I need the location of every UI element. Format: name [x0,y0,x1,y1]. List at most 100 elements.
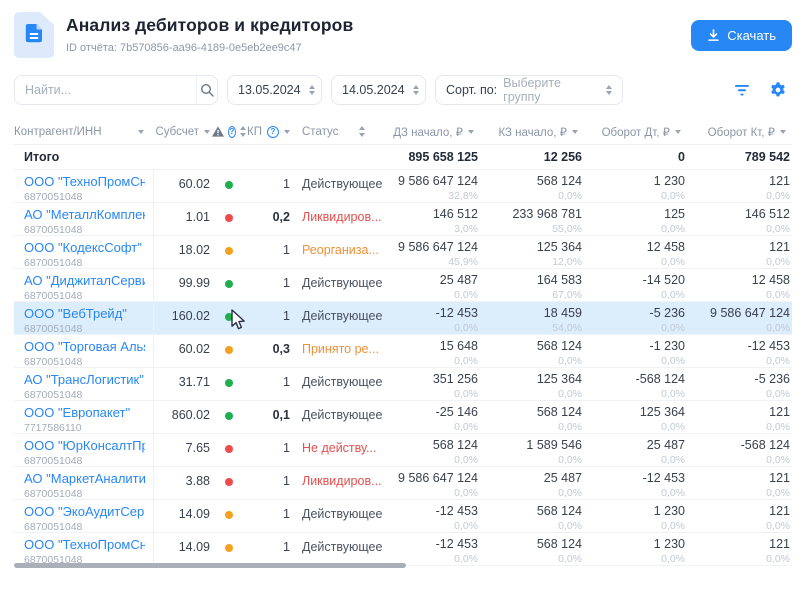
kz-amount-cell: 233 968 781 55,0% [480,203,584,236]
counterparty-link[interactable]: ООО "ТехноПромСнаб" [24,174,145,189]
counterparty-link[interactable]: ООО "Торговая Альянс Г... [24,339,145,354]
table-row[interactable]: ООО "КодексСофт" 6870051048 18.02 1 Реоргани… [14,236,792,269]
orange-indicator-dot [225,346,233,354]
col-header-kz[interactable]: КЗ начало, ₽ [480,125,584,139]
filter-icon[interactable] [734,84,750,97]
counterparty-inn: 6870051048 [24,521,83,533]
subaccount-cell: 31.71 [178,375,210,389]
col-header-counterparty[interactable]: Контрагент/ИНН [14,126,154,138]
chevron-down-icon [138,129,144,134]
amount-value: -25 146 [435,405,478,419]
dt-amount-cell: -5 236 0,0% [584,302,687,335]
counterparty-link[interactable]: ООО "Европакет" [24,405,131,420]
col-header-subaccount[interactable]: Субсчет [154,126,212,138]
counterparty-link[interactable]: ООО "ВебТрейд" [24,306,127,321]
report-id: ID отчёта: 7b570856-aa96-4189-0e5eb2ee9c… [66,42,302,54]
dt-amount-cell: 1 230 0,0% [584,170,687,203]
table-row[interactable]: ООО "Торговая Альянс Г... 6870051048 60.02… [14,335,792,368]
amount-value: 568 124 [536,504,582,518]
table-row[interactable]: ООО "ТехноПромСнаб" 6870051048 60.02 1 Дейст… [14,170,792,203]
date-from-select[interactable]: 13.05.2024 [227,75,322,105]
table-row[interactable]: АО "МеталлКомплект" 6870051048 1.01 0,2 Ликв… [14,203,792,236]
download-button[interactable]: Скачать [691,20,792,51]
counterparty-link[interactable]: ООО "ТехноПромСнаб" [24,537,145,552]
table-row[interactable]: АО "ТрансЛогистик" 6870051048 31.71 1 Действ… [14,368,792,401]
amount-percent: 0,0% [558,355,582,367]
col-header-dz[interactable]: ДЗ начало, ₽ [390,125,480,139]
subaccount-cell: 3.88 [185,474,210,488]
kz-amount-cell: 568 124 0,0% [480,500,584,533]
search-box [14,75,218,105]
title-block: Анализ дебиторов и кредиторов ID отчёта:… [66,12,353,54]
amount-value: 568 124 [536,339,582,353]
horizontal-scrollbar[interactable] [14,563,406,568]
kp-cell: 1 [283,474,290,488]
col-header-status[interactable]: Статус [294,126,390,138]
counterparty-link[interactable]: ООО "КодексСофт" [24,240,142,255]
counterparty-inn: 6870051048 [24,356,83,368]
search-icon[interactable] [196,76,217,104]
orange-indicator-dot [225,511,233,519]
gear-icon[interactable] [769,81,787,99]
green-indicator-dot [225,313,233,321]
counterparty-cell: ООО "ЮрКонсалтПрофи" 6870051048 [14,434,154,467]
amount-value: -5 236 [754,372,790,386]
col-header-kp[interactable]: КП ? [246,125,294,138]
counterparty-link[interactable]: АО "МеталлКомплект" [24,207,145,222]
table-row[interactable]: ООО "ЭкоАудитСервис" 6870051048 14.09 1 Дейс… [14,500,792,533]
indicator-cell [212,203,246,236]
kz-amount-cell: 568 124 0,0% [480,401,584,434]
amount-percent: 0,0% [661,454,685,466]
amount-percent: 3,0% [454,223,478,235]
sort-icon [359,126,366,137]
amount-value: 1 230 [653,174,685,188]
chevron-down-icon [468,129,474,134]
table-row[interactable]: ООО "ТехноПромСнаб"6870051048 14.09 1 Дейст… [14,533,792,566]
amount-percent: 0,0% [454,421,478,433]
amount-percent: 0,0% [558,520,582,532]
green-indicator-dot [225,181,233,189]
col-label-dz: ДЗ начало, ₽ [393,126,463,139]
dt-amount-cell: 1 230 0,0% [584,500,687,533]
amount-value: 121 [769,240,790,254]
counterparty-cell: ООО "ВебТрейд" 6870051048 [14,302,154,335]
col-header-dt[interactable]: Оборот Дт, ₽ [584,125,687,139]
table-row[interactable]: ООО "Европакет" 7717586110 860.02 0,1 Действ… [14,401,792,434]
red-indicator-dot [225,214,233,222]
counterparty-link[interactable]: АО "МаркетАналитика" [24,471,145,486]
amount-value: 351 256 [432,372,478,386]
amount-value: 146 512 [744,207,790,221]
table-row[interactable]: АО "МаркетАналитика" 6870051048 3.88 1 Ликви… [14,467,792,500]
totals-dt: 0 [678,150,685,164]
sort-group-select[interactable]: Сорт. по: Выберите группу [435,75,623,105]
amount-percent: 0,0% [454,289,478,301]
status-cell: Действующее [302,375,383,389]
dz-amount-cell: 25 487 0,0% [390,269,480,302]
amount-value: 9 586 647 124 [398,240,478,254]
counterparty-cell: АО "ТрансЛогистик" 6870051048 [14,368,154,401]
counterparty-link[interactable]: АО "ТрансЛогистик" [24,372,144,387]
kp-cell: 1 [283,243,290,257]
table-row[interactable]: ООО "ЮрКонсалтПрофи" 6870051048 7.65 1 Не де… [14,434,792,467]
status-cell: Действующее [302,177,383,191]
counterparty-link[interactable]: ООО "ЮрКонсалтПрофи" [24,438,145,453]
table-row[interactable]: АО "ДиджиталСервис" 6870051048 99.99 1 Дейст… [14,269,792,302]
counterparty-cell: ООО "КодексСофт" 6870051048 [14,236,154,269]
dz-amount-cell: -12 453 0,0% [390,533,480,566]
amount-percent: 0,0% [766,322,790,334]
amount-value: -12 453 [642,471,685,485]
counterparty-link[interactable]: ООО "ЭкоАудитСервис" [24,504,145,519]
amount-value: 125 364 [536,240,582,254]
col-header-kt[interactable]: Оборот Кт, ₽ [687,125,792,139]
amount-value: 568 124 [432,438,478,452]
search-input[interactable] [15,76,196,104]
counterparty-inn: 6870051048 [24,455,83,467]
totals-kz: 12 256 [543,150,582,164]
col-header-indicator[interactable]: ? [212,125,246,138]
table-row[interactable]: ООО "ВебТрейд" 6870051048 160.02 1 Действующ… [14,302,792,335]
indicator-cell [212,434,246,467]
counterparty-link[interactable]: АО "ДиджиталСервис" [24,273,145,288]
kp-cell: 1 [283,309,290,323]
amount-value: 121 [769,471,790,485]
date-to-select[interactable]: 14.05.2024 [331,75,426,105]
